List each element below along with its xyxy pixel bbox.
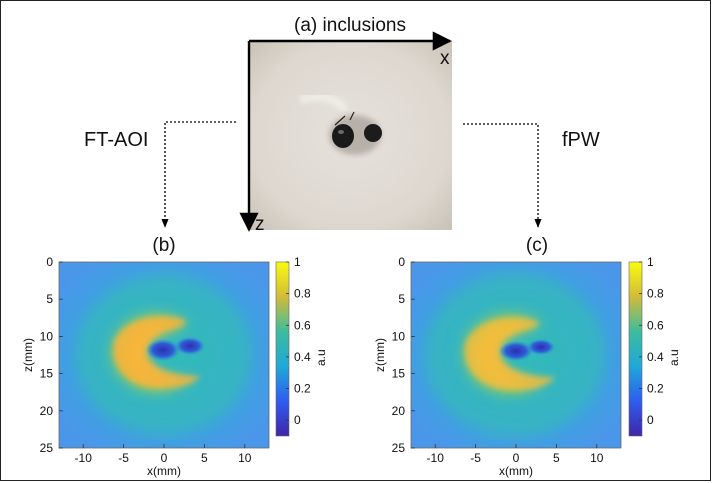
photo-axes	[239, 31, 452, 232]
y-tick-label-b: 25	[40, 441, 54, 455]
x-axis-label-b: x(mm)	[147, 464, 181, 478]
colorbar-c	[628, 261, 643, 437]
x-tick-label-c: 0	[513, 451, 520, 465]
y-tick-label-c: 20	[392, 404, 406, 418]
heatmap-b	[59, 262, 269, 448]
method-label-right: fPW	[562, 129, 600, 151]
x-tick-label-b: -10	[75, 451, 93, 465]
left-connector-arrow	[161, 121, 236, 228]
colorbar-tick-label-b: 0.4	[294, 350, 311, 364]
y-tick-label-c: 5	[398, 292, 405, 306]
x-tick-label-b: -5	[118, 451, 129, 465]
y-axis-label-b: z(mm)	[21, 338, 35, 372]
y-axis-label-c: z(mm)	[373, 338, 387, 372]
y-tick-label-c: 15	[392, 367, 406, 381]
colorbar-tick-label-b: 0.8	[294, 287, 311, 301]
colorbar-tick-label-b: 0.2	[294, 382, 311, 396]
y-tick-label-b: 10	[40, 329, 54, 343]
x-tick-label-c: -10	[427, 451, 445, 465]
method-label-left: FT-AOI	[84, 129, 148, 151]
x-tick-label-b: 0	[161, 451, 168, 465]
right-connector-arrow	[463, 123, 542, 228]
y-tick-label-c: 25	[392, 441, 406, 455]
colorbar-tick-label-b: 0	[294, 413, 301, 427]
colorbar-tick-label-c: 0.4	[647, 350, 664, 364]
photo-z-axis-label: z	[255, 214, 265, 235]
panel-label-c: (c)	[526, 235, 548, 256]
photo-title: (a) inclusions	[294, 15, 406, 36]
x-tick-label-c: -5	[470, 451, 481, 465]
y-tick-label-c: 0	[398, 255, 405, 269]
panel-label-b: (b)	[152, 235, 175, 256]
colorbar-b	[275, 261, 290, 437]
x-tick-label-c: 5	[553, 451, 560, 465]
y-tick-label-b: 15	[40, 367, 54, 381]
colorbar-tick-label-c: 0.6	[647, 318, 664, 332]
colorbar-tick-label-c: 0.2	[647, 382, 664, 396]
y-tick-label-b: 20	[40, 404, 54, 418]
colorbar-label-b: a.u	[314, 349, 328, 366]
x-axis-label-c: x(mm)	[499, 464, 533, 478]
y-tick-label-b: 0	[46, 255, 53, 269]
colorbar-tick-label-c: 0.8	[647, 287, 664, 301]
colorbar-tick-label-b: 0.6	[294, 318, 311, 332]
x-tick-label-b: 5	[201, 451, 208, 465]
colorbar-label-c: a.u	[667, 349, 681, 366]
inclusion-photo	[249, 41, 452, 230]
colorbar-tick-label-b: 1	[294, 255, 301, 269]
x-tick-label-c: 10	[590, 451, 604, 465]
x-tick-label-b: 10	[238, 451, 252, 465]
axis-ticks-layer: -10 -5 0 5 100510152025x(mm)z(mm)10.80.60.40…	[21, 255, 681, 478]
y-tick-label-c: 10	[392, 329, 406, 343]
y-tick-label-b: 5	[46, 292, 53, 306]
photo-x-axis-label: x	[440, 48, 450, 69]
colorbar-tick-label-c: 1	[647, 255, 654, 269]
colorbar-tick-label-c: 0	[647, 413, 654, 427]
heatmap-c	[411, 262, 621, 448]
